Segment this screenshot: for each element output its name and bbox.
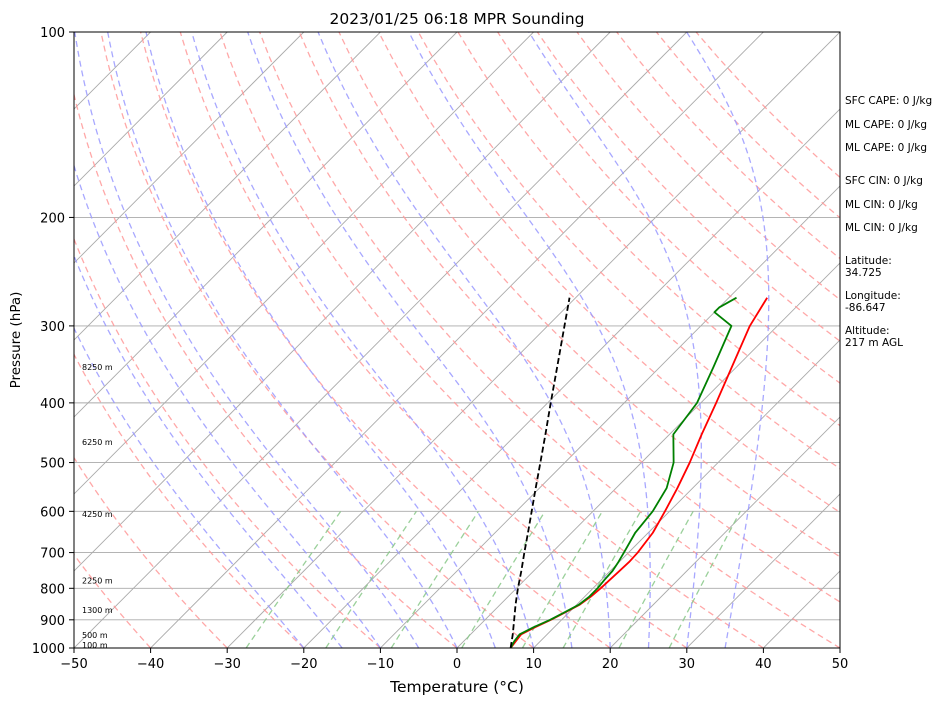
isotherm-line xyxy=(74,32,534,495)
dewpoint-line xyxy=(509,296,737,648)
height-label: 4250 m xyxy=(82,510,113,519)
isotherm-line xyxy=(303,108,840,648)
x-tick-label: −40 xyxy=(137,657,164,672)
ml-cin-text: ML CIN: 0 J/kg xyxy=(845,199,918,211)
dry-adiabat-line xyxy=(576,32,840,301)
y-tick-label: 700 xyxy=(40,547,65,562)
y-tick-label: 300 xyxy=(40,320,65,335)
height-label: 6250 m xyxy=(82,438,113,447)
dry-adiabat-line xyxy=(139,32,611,648)
mixing-ratio-line xyxy=(521,511,603,648)
x-axis-label: Temperature (°C) xyxy=(389,678,524,696)
dry-adiabat-line xyxy=(338,32,840,558)
x-tick-label: −50 xyxy=(60,657,87,672)
dry-adiabat-line xyxy=(258,32,840,648)
height-label: 100 m xyxy=(82,641,108,650)
moist-adiabat-line xyxy=(74,254,343,648)
mixing-ratio-line xyxy=(461,510,546,648)
y-tick-label: 900 xyxy=(40,614,65,629)
isotherm-line xyxy=(74,32,611,572)
sfc-cape-text: SFC CAPE: 0 J/kg xyxy=(845,95,932,107)
dry-adiabat-line xyxy=(100,32,534,648)
height-label: 2250 m xyxy=(82,576,113,585)
isotherm-line xyxy=(74,32,688,648)
y-tick-label: 600 xyxy=(40,505,65,520)
height-label: 500 m xyxy=(82,631,108,640)
moist-adiabat-line xyxy=(74,32,420,648)
moist-adiabat-line xyxy=(317,32,611,648)
isotherm-line xyxy=(686,493,840,648)
y-axis-label: Pressure (hPa) xyxy=(8,292,24,389)
moist-adiabat-line xyxy=(408,32,651,648)
ml-cape-text-2: ML CAPE: 0 J/kg xyxy=(845,142,927,154)
longitude-label: Longitude: xyxy=(845,290,901,302)
moist-adiabat-line xyxy=(247,32,573,648)
moist-adiabat-line xyxy=(528,32,702,648)
isotherm-line xyxy=(74,32,228,187)
isotherm-line xyxy=(533,339,840,648)
dry-adiabat-line xyxy=(378,32,840,514)
moist-adiabat-line xyxy=(145,32,496,648)
dry-adiabat-line xyxy=(219,32,764,648)
ml-cin-text-2: ML CIN: 0 J/kg xyxy=(845,222,918,234)
y-tick-label: 500 xyxy=(40,457,65,472)
x-tick-label: −20 xyxy=(290,657,317,672)
x-tick-label: 0 xyxy=(453,657,461,672)
isotherm-line xyxy=(609,416,840,648)
info-panel: SFC CAPE: 0 J/kg ML CAPE: 0 J/kg ML CAPE… xyxy=(845,95,932,349)
altitude-label: Altitude: xyxy=(845,325,890,337)
mixing-ratio-line xyxy=(390,510,479,648)
mixing-ratio-line xyxy=(245,510,342,648)
longitude-value: -86.647 xyxy=(845,302,886,314)
dry-adiabat-line xyxy=(74,353,305,648)
x-tick-label: 40 xyxy=(755,657,772,672)
isotherm-line xyxy=(456,262,840,648)
moist-adiabat-line xyxy=(107,32,458,648)
x-tick-label: 30 xyxy=(679,657,696,672)
isotherm-line xyxy=(226,32,840,648)
height-label: 8250 m xyxy=(82,363,113,372)
latitude-value: 34.725 xyxy=(845,267,882,279)
latitude-label: Latitude: xyxy=(845,255,892,267)
dry-adiabat-line xyxy=(74,237,381,648)
mixing-ratio-line xyxy=(668,511,741,648)
mixing-ratio-line xyxy=(618,511,694,648)
isotherm-line xyxy=(74,32,305,264)
isotherm-line xyxy=(380,185,840,648)
y-tick-label: 400 xyxy=(40,397,65,412)
altitude-value: 217 m AGL xyxy=(845,337,903,349)
x-tick-label: −30 xyxy=(213,657,240,672)
x-tick-label: 50 xyxy=(832,657,849,672)
parcel-profile-line xyxy=(509,297,571,648)
y-tick-label: 100 xyxy=(40,26,65,41)
y-tick-label: 800 xyxy=(40,582,65,597)
dry-adiabat-line xyxy=(179,32,688,648)
dry-adiabat-line xyxy=(74,92,458,648)
isotherm-line xyxy=(74,32,458,418)
moist-adiabat-line xyxy=(74,163,381,648)
isotherm-line xyxy=(74,32,381,341)
moist-adiabat-line xyxy=(686,32,770,648)
dry-adiabat-line xyxy=(497,32,840,384)
mixing-ratio-line xyxy=(562,511,642,648)
isotherm-line xyxy=(150,32,764,648)
x-tick-label: −10 xyxy=(367,657,394,672)
sfc-cin-text: SFC CIN: 0 J/kg xyxy=(845,175,923,187)
moist-adiabat-line xyxy=(191,32,535,648)
dry-adiabat-line xyxy=(536,32,840,342)
x-tick-label: 20 xyxy=(602,657,619,672)
ml-cape-text: ML CAPE: 0 J/kg xyxy=(845,119,927,131)
x-tick-label: 10 xyxy=(525,657,542,672)
height-label: 1300 m xyxy=(82,606,113,615)
chart-title: 2023/01/25 06:18 MPR Sounding xyxy=(329,10,584,28)
y-tick-label: 1000 xyxy=(32,642,65,657)
y-tick-label: 200 xyxy=(40,211,65,226)
mixing-ratio-line xyxy=(325,510,417,648)
